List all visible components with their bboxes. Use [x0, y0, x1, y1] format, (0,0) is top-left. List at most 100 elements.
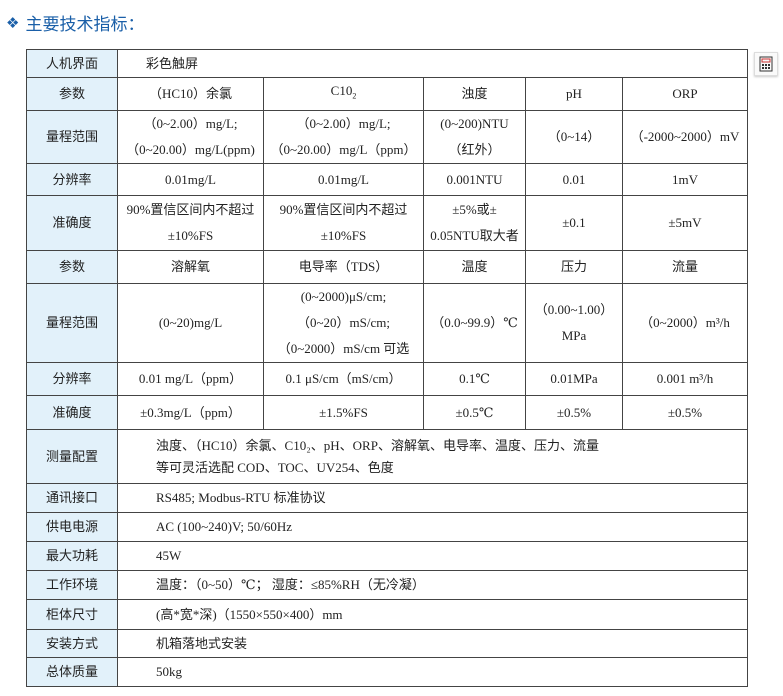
table-cell: 0.01mg/L: [117, 163, 264, 196]
cell-text: 彩色触屏: [146, 55, 199, 71]
table-cell: （0~14）: [525, 110, 623, 164]
table-cell: 90%置信区间内不超过 ±10%FS: [263, 195, 424, 251]
wide-value: 机箱落地式安装: [117, 629, 748, 658]
row-label: 工作环境: [26, 570, 118, 600]
table-cell: （0~2.00）mg/L; （0~20.00）mg/L（ppm）: [263, 110, 424, 164]
table-cell: pH: [525, 77, 623, 111]
wide-value: 45W: [117, 541, 748, 571]
cell-line: 90%置信区间内不超过: [126, 202, 255, 217]
cell-line: 0.05NTU取大者: [430, 228, 519, 243]
row-label: 测量配置: [26, 429, 118, 484]
wide-value: 彩色触屏: [117, 49, 748, 78]
cell-text: 溶解氧: [170, 259, 210, 274]
row-label: 供电电源: [26, 512, 118, 542]
cell-text: ±0.5%: [556, 404, 592, 420]
cell-line: （-2000~2000）mV: [630, 129, 740, 144]
row-label: 准确度: [26, 395, 118, 430]
wide-value: (高*宽*深)（1550×550×400）mm: [117, 599, 748, 630]
cell-line: 等可灵活选配 COD、TOC、UV254、色度: [156, 459, 394, 475]
cell-text: 流量: [671, 259, 698, 274]
cell-text: ORP: [672, 86, 698, 101]
table-row-params2: 参数 溶解氧 电导率（TDS） 温度 压力 流量: [26, 250, 748, 284]
cell-text: ±0.3mg/L（ppm）: [140, 404, 241, 420]
cell-text: ±0.5℃: [455, 404, 494, 420]
row-label: 参数: [26, 77, 118, 111]
row-label: 安装方式: [26, 629, 118, 658]
table-cell: ±0.5%: [525, 395, 623, 430]
cell-text: 0.1℃: [459, 371, 490, 386]
cell-line: 浊度、（HC10）余氯、C10₂、pH、ORP、溶解氧、电导率、温度、压力、流量: [156, 437, 599, 453]
row-label: 参数: [26, 250, 118, 284]
table-row-range2: 量程范围 (0~20)mg/L (0~2000)μS/cm; （0~20）mS/cm;…: [26, 283, 748, 363]
table-cell: ±1.5%FS: [263, 395, 424, 430]
table-cell: 浊度: [423, 77, 526, 111]
cell-text: 0.001 m³/h: [656, 371, 714, 386]
table-row-env: 工作环境 温度：（0~50）℃； 湿度：≤85%RH（无冷凝）: [26, 570, 748, 600]
cell-text: C10: [330, 83, 353, 99]
cell-line: （0~2.00）mg/L;: [296, 116, 391, 131]
table-cell: 90%置信区间内不超过 ±10%FS: [117, 195, 264, 251]
table-cell: C102: [263, 77, 424, 111]
table-cell: （0~2000）m³/h: [622, 283, 748, 363]
row-label: 分辨率: [26, 362, 118, 396]
table-cell: 压力: [525, 250, 623, 284]
table-row-consumption: 最大功耗 45W: [26, 541, 748, 571]
row-label: 最大功耗: [26, 541, 118, 571]
table-cell: 溶解氧: [117, 250, 264, 284]
table-row-res1: 分辨率 0.01mg/L 0.01mg/L 0.001NTU 0.01 1mV: [26, 163, 748, 196]
table-cell: 电导率（TDS）: [263, 250, 424, 284]
cell-line: （0~14）: [547, 129, 601, 144]
cell-text: 电导率（TDS）: [298, 259, 389, 274]
cell-text: AC (100~240)V; 50/60Hz: [156, 519, 293, 534]
wide-value: RS485; Modbus-RTU 标准协议: [117, 483, 748, 513]
cell-line: （0~20）mS/cm;: [297, 315, 390, 330]
cell-line: ±10%FS: [167, 228, 214, 243]
row-label: 量程范围: [26, 283, 118, 363]
table-row-res2: 分辨率 0.01 mg/L（ppm） 0.1 μS/cm（mS/cm） 0.1℃ 0.0…: [26, 362, 748, 396]
subscript: 2: [352, 91, 357, 101]
table-cell: ±0.5℃: [423, 395, 526, 430]
cell-line: ±5mV: [668, 215, 702, 230]
row-label: 分辨率: [26, 163, 118, 196]
cell-line: ±0.1: [562, 215, 586, 230]
table-cell: (0~200)NTU （红外）: [423, 110, 526, 164]
cell-text: 0.001NTU: [446, 171, 503, 187]
section-title: ❖ 主要技术指标：: [6, 10, 144, 35]
calculator-icon[interactable]: [754, 52, 778, 76]
cell-line: ±10%FS: [320, 228, 367, 243]
cell-text: 0.1 μS/cm（mS/cm）: [285, 371, 402, 386]
table-cell: 0.01 mg/L（ppm）: [117, 362, 264, 396]
cell-line: （0.00~1.00）: [534, 302, 614, 317]
table-cell: 0.01mg/L: [263, 163, 424, 196]
table-cell: 0.01MPa: [525, 362, 623, 396]
cell-text: 1mV: [672, 171, 698, 187]
table-cell: 1mV: [622, 163, 748, 196]
cell-text: (高*宽*深)（1550×550×400）mm: [156, 606, 343, 622]
table-cell: ±0.5%: [622, 395, 748, 430]
cell-line: (0~200)NTU: [440, 116, 509, 131]
cell-line: （红外）: [448, 142, 501, 157]
table-cell: 0.001 m³/h: [622, 362, 748, 396]
row-label: 通讯接口: [26, 483, 118, 513]
wide-value: 浊度、（HC10）余氯、C10₂、pH、ORP、溶解氧、电导率、温度、压力、流量…: [117, 429, 748, 484]
cell-text: ±1.5%FS: [319, 404, 368, 420]
table-cell: （-2000~2000）mV: [622, 110, 748, 164]
table-cell: ±5mV: [622, 195, 748, 251]
cell-text: 50kg: [156, 664, 182, 679]
table-row-params1: 参数 （HC10）余氯 C102 浊度 pH ORP: [26, 77, 748, 111]
table-row-power: 供电电源 AC (100~240)V; 50/60Hz: [26, 512, 748, 542]
cell-line: （0~2000）mS/cm 可选: [277, 341, 410, 356]
row-label: 柜体尺寸: [26, 599, 118, 630]
cell-text: 0.01: [562, 171, 586, 187]
table-cell: ORP: [622, 77, 748, 111]
cell-text: 0.01 mg/L（ppm）: [138, 371, 243, 386]
table-cell: （0.00~1.00） MPa: [525, 283, 623, 363]
table-cell: 流量: [622, 250, 748, 284]
row-label: 总体质量: [26, 657, 118, 687]
cell-text: 温度: [461, 259, 488, 274]
table-row-acc2: 准确度 ±0.3mg/L（ppm） ±1.5%FS ±0.5℃ ±0.5% ±0.5%: [26, 395, 748, 430]
wide-value: 50kg: [117, 657, 748, 687]
table-cell: ±5%或± 0.05NTU取大者: [423, 195, 526, 251]
cell-text: 机箱落地式安装: [156, 635, 248, 651]
cell-line: （0~2.00）mg/L;: [143, 116, 238, 131]
